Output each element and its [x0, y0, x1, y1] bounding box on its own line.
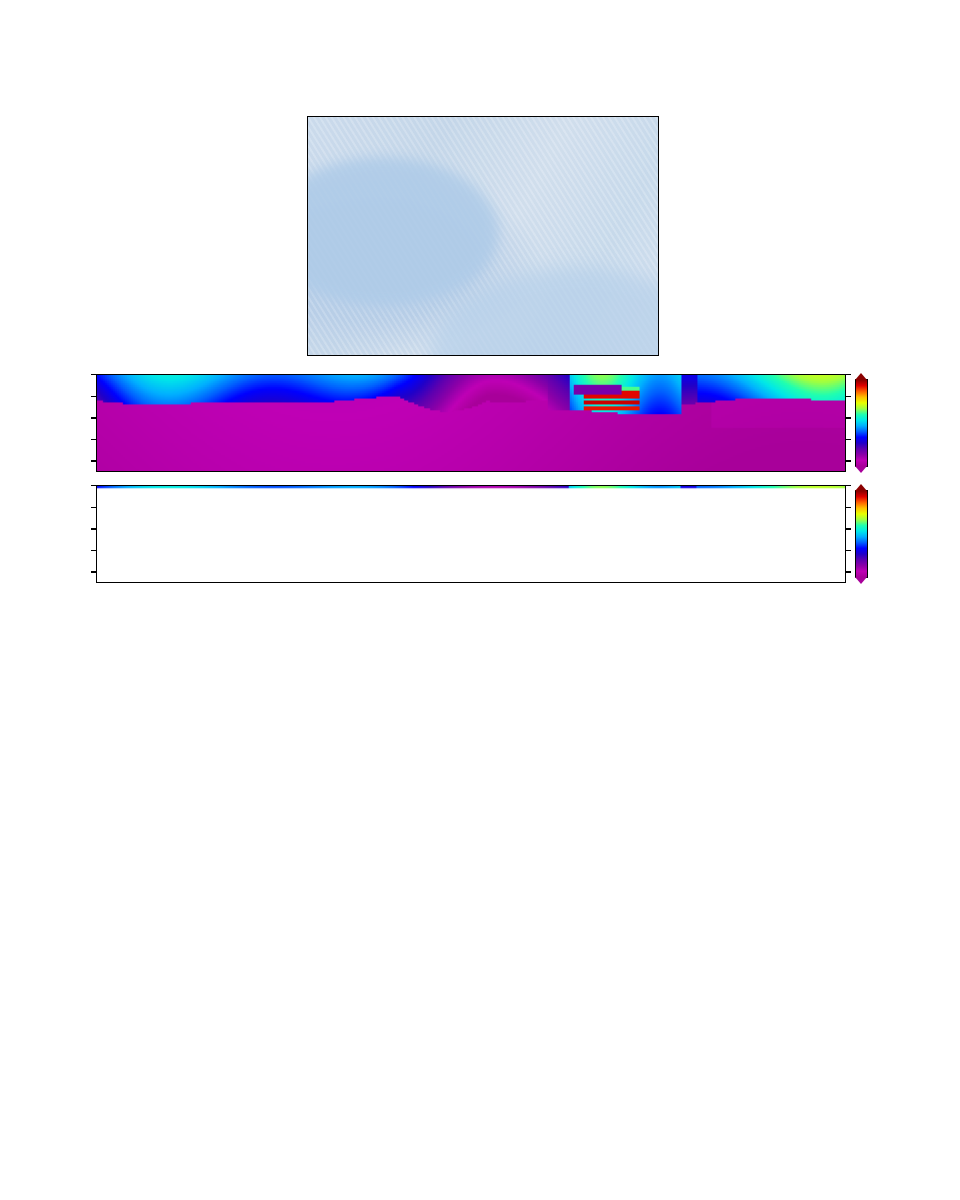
ytick-mark-right: [846, 528, 851, 530]
map-panel[interactable]: [307, 116, 659, 356]
colorbar-min-arrow-chlorophyll-scatter: [855, 577, 867, 584]
data-surface-chlorophyll-contour: [97, 375, 845, 471]
map-shallow-water: [308, 157, 498, 307]
ytick-mark-right: [846, 417, 851, 419]
colorbar-min-arrow-chlorophyll-contour: [855, 466, 867, 473]
ytick-mark-right: [846, 395, 851, 397]
ytick-mark: [91, 460, 96, 462]
colorbar-max-arrow-chlorophyll-contour: [855, 373, 867, 380]
ytick-mark: [91, 549, 96, 552]
ytick-mark-right: [846, 506, 851, 508]
ytick-mark: [91, 485, 96, 487]
ytick-mark-right: [846, 549, 851, 552]
ytick-mark-right: [846, 374, 851, 376]
ytick-mark: [91, 528, 96, 530]
ytick-mark: [91, 506, 96, 508]
ytick-mark-right: [846, 460, 851, 462]
colorbar-chlorophyll-contour: [855, 379, 868, 467]
ytick-mark: [91, 417, 96, 419]
ytick-mark: [91, 374, 96, 376]
colorbar-max-arrow-chlorophyll-scatter: [855, 484, 867, 491]
ytick-mark: [91, 571, 96, 573]
ytick-mark-right: [846, 485, 851, 487]
ytick-mark-right: [846, 571, 851, 573]
data-surface-chlorophyll-scatter: [97, 486, 845, 582]
colorbar-chlorophyll-scatter: [855, 490, 868, 578]
ytick-mark-right: [846, 438, 851, 441]
ytick-mark: [91, 395, 96, 397]
ytick-mark: [91, 438, 96, 441]
plot-chlorophyll-scatter[interactable]: [96, 485, 846, 583]
plot-chlorophyll-contour[interactable]: [96, 374, 846, 472]
